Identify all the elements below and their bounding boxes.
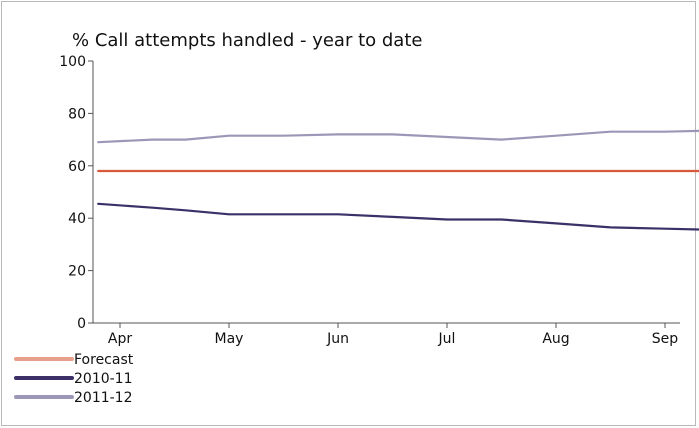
- x-tick-label: Aug: [542, 331, 569, 347]
- legend: Forecast 2010-11 2011-12: [14, 352, 134, 406]
- series-line-2011-12: [97, 129, 699, 144]
- x-tick-label: May: [215, 331, 244, 347]
- x-tick-label: Jun: [326, 331, 349, 347]
- y-tick-label: 20: [68, 264, 86, 280]
- chart-title: % Call attempts handled - year to date: [72, 30, 422, 51]
- x-tick-label: Sep: [652, 331, 679, 347]
- legend-label: 2010-11: [74, 371, 133, 387]
- x-tick-label: Jul: [438, 331, 456, 347]
- series-lines: [97, 129, 699, 231]
- legend-label: Forecast: [74, 352, 134, 368]
- y-tick-label: 80: [68, 106, 86, 122]
- series-line-2010-11: [97, 202, 699, 231]
- legend-label: 2011-12: [74, 390, 133, 406]
- x-axis: Apr May Jun Jul Aug Sep: [93, 322, 680, 347]
- y-tick-label: 60: [68, 159, 86, 175]
- y-tick-label: 100: [59, 54, 86, 70]
- y-axis: 0 20 40 60 80 100: [59, 54, 94, 332]
- y-tick-label: 0: [77, 316, 86, 332]
- y-tick-label: 40: [68, 211, 86, 227]
- x-tick-label: Apr: [108, 331, 132, 347]
